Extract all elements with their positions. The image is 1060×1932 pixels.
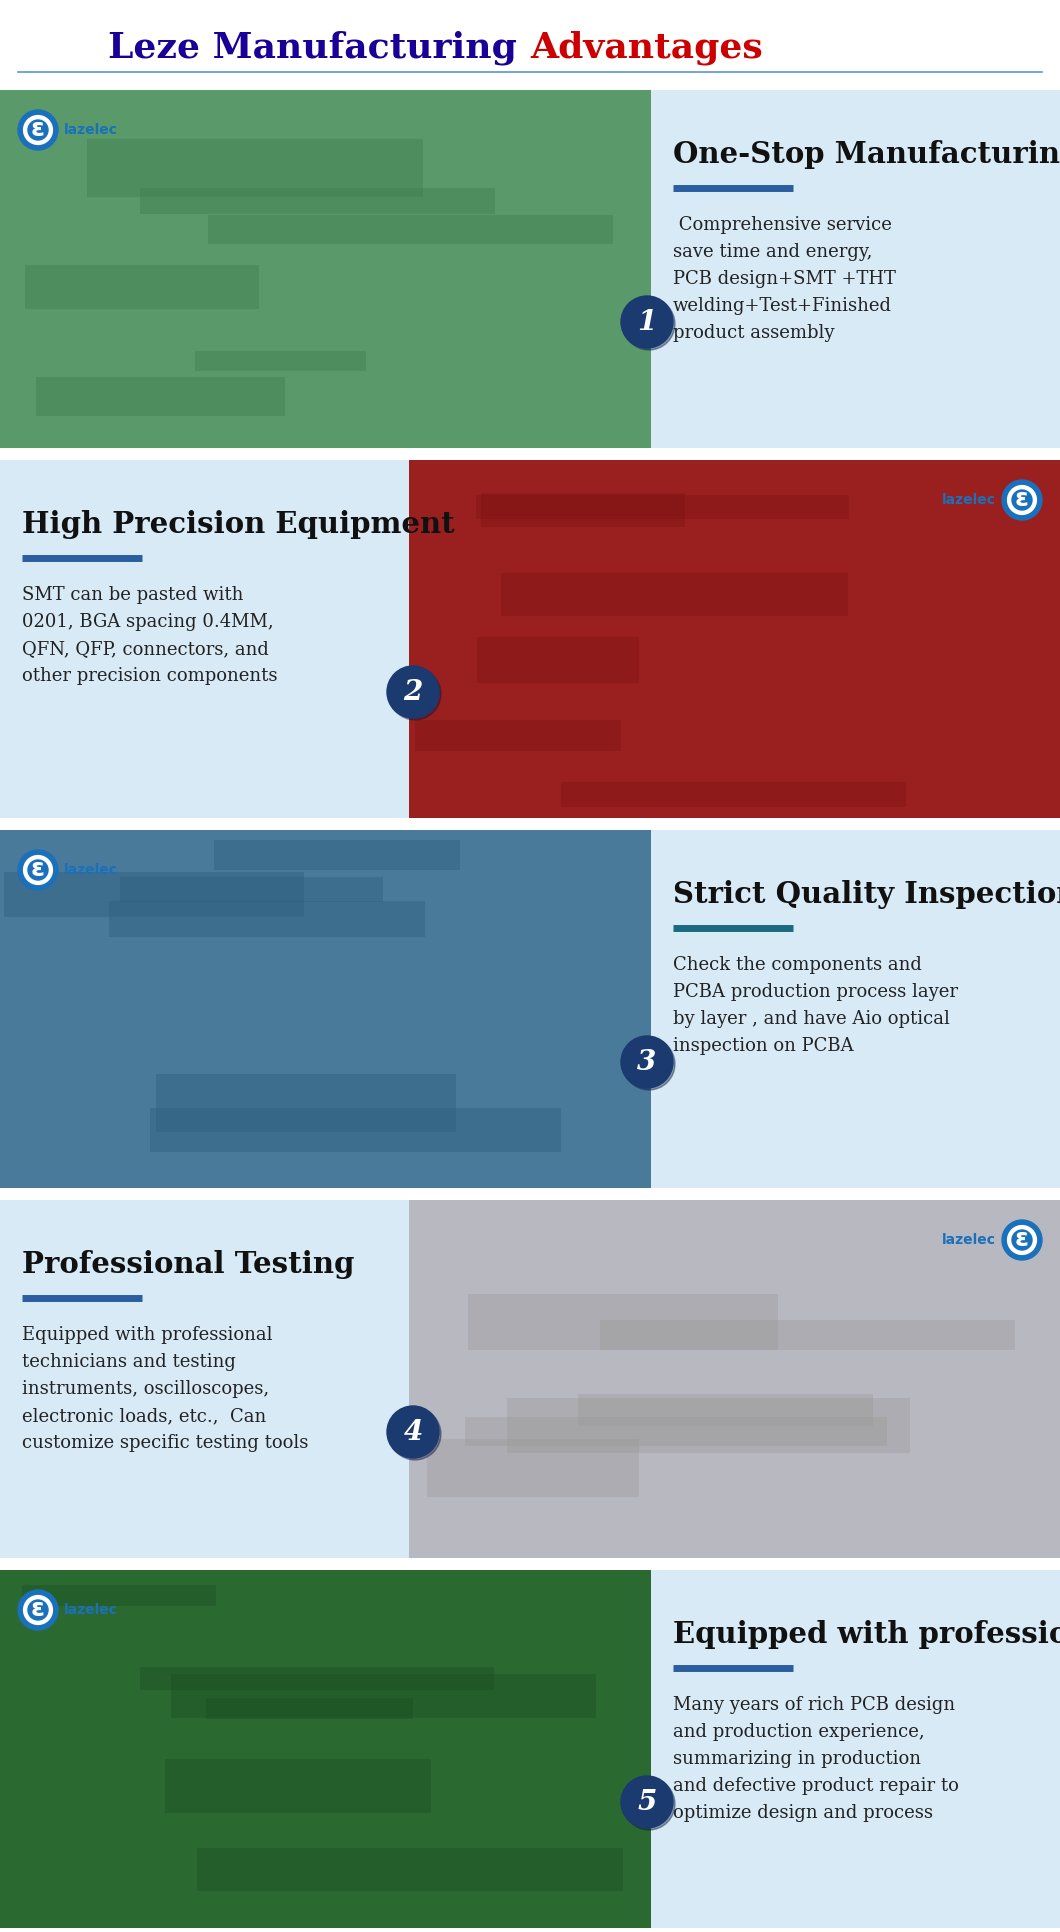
- Bar: [151, 1107, 561, 1151]
- Bar: [195, 352, 366, 371]
- Bar: [171, 1673, 596, 1718]
- Text: SMT can be pasted with
0201, BGA spacing 0.4MM,
QFN, QFP, connectors, and
other : SMT can be pasted with 0201, BGA spacing…: [22, 585, 278, 686]
- Bar: [477, 638, 639, 684]
- Bar: [140, 187, 495, 214]
- Bar: [578, 1395, 873, 1426]
- Bar: [651, 1571, 1060, 1928]
- Text: Equipped with professional
technicians and testing
instruments, oscilloscopes,
e: Equipped with professional technicians a…: [22, 1325, 308, 1453]
- Circle shape: [387, 1406, 439, 1459]
- Text: Many years of rich PCB design
and production experience,
summarizing in producti: Many years of rich PCB design and produc…: [673, 1696, 959, 1822]
- Bar: [427, 1439, 639, 1497]
- Bar: [36, 377, 285, 415]
- Circle shape: [389, 668, 441, 721]
- Bar: [651, 91, 1060, 448]
- Bar: [416, 721, 621, 752]
- Bar: [0, 831, 651, 1188]
- Text: Check the components and
PCBA production process layer
by layer , and have Aio o: Check the components and PCBA production…: [673, 956, 958, 1055]
- Bar: [501, 574, 848, 616]
- Circle shape: [623, 1777, 675, 1830]
- Bar: [4, 871, 304, 918]
- Bar: [0, 91, 651, 448]
- Bar: [0, 1200, 409, 1557]
- Text: 2: 2: [404, 678, 423, 705]
- Circle shape: [1008, 1225, 1037, 1254]
- Text: lazelec: lazelec: [64, 1604, 118, 1617]
- Bar: [156, 1074, 456, 1132]
- Circle shape: [1002, 479, 1042, 520]
- Bar: [507, 1399, 909, 1453]
- Bar: [469, 1294, 778, 1350]
- Bar: [476, 495, 849, 520]
- Circle shape: [1008, 485, 1037, 514]
- Circle shape: [623, 298, 675, 350]
- Text: ε: ε: [1015, 1227, 1029, 1252]
- Circle shape: [18, 850, 58, 891]
- Circle shape: [387, 667, 439, 719]
- Bar: [25, 265, 259, 309]
- Bar: [197, 1849, 623, 1891]
- Bar: [409, 460, 1060, 817]
- Circle shape: [23, 1596, 52, 1625]
- Circle shape: [18, 110, 58, 151]
- Text: Equipped with professional: Equipped with professional: [673, 1621, 1060, 1650]
- Circle shape: [1012, 1231, 1032, 1250]
- Text: Professional Testing: Professional Testing: [22, 1250, 354, 1279]
- Text: ε: ε: [31, 858, 45, 881]
- Bar: [206, 1698, 413, 1719]
- Text: Comprehensive service
save time and energy,
PCB design+SMT +THT
welding+Test+Fin: Comprehensive service save time and ener…: [673, 216, 896, 342]
- Text: ε: ε: [31, 1598, 45, 1621]
- Circle shape: [28, 1600, 48, 1621]
- Text: 5: 5: [637, 1789, 656, 1816]
- Bar: [109, 900, 425, 937]
- Text: 3: 3: [637, 1049, 656, 1076]
- Circle shape: [1012, 491, 1032, 510]
- Circle shape: [621, 296, 673, 348]
- Text: Advantages: Advantages: [530, 31, 763, 66]
- Text: High Precision Equipment: High Precision Equipment: [22, 510, 455, 539]
- Bar: [208, 214, 613, 243]
- Text: lazelec: lazelec: [64, 124, 118, 137]
- Circle shape: [23, 116, 52, 145]
- Circle shape: [23, 856, 52, 885]
- Text: Leze Manufacturing: Leze Manufacturing: [108, 31, 530, 66]
- Circle shape: [389, 1408, 441, 1461]
- Bar: [481, 493, 685, 527]
- Circle shape: [621, 1776, 673, 1828]
- Text: Strict Quality Inspection: Strict Quality Inspection: [673, 879, 1060, 908]
- Text: lazelec: lazelec: [942, 493, 996, 506]
- Bar: [0, 460, 409, 817]
- Bar: [600, 1320, 1015, 1350]
- Circle shape: [28, 120, 48, 139]
- Bar: [651, 831, 1060, 1188]
- Circle shape: [623, 1037, 675, 1090]
- Text: ε: ε: [1015, 487, 1029, 510]
- Text: lazelec: lazelec: [942, 1233, 996, 1246]
- Bar: [140, 1667, 494, 1690]
- Bar: [120, 877, 383, 902]
- Bar: [0, 1571, 651, 1928]
- Bar: [409, 1200, 1060, 1557]
- Text: ε: ε: [31, 118, 45, 141]
- Text: lazelec: lazelec: [64, 864, 118, 877]
- Circle shape: [621, 1036, 673, 1088]
- Circle shape: [1002, 1219, 1042, 1260]
- Text: 1: 1: [637, 309, 656, 336]
- Bar: [165, 1758, 431, 1812]
- Circle shape: [28, 860, 48, 879]
- Bar: [214, 840, 460, 869]
- Bar: [22, 1584, 216, 1605]
- Bar: [465, 1416, 887, 1445]
- Circle shape: [18, 1590, 58, 1631]
- Bar: [561, 782, 906, 808]
- Bar: [87, 139, 423, 197]
- Text: One-Stop Manufacturing: One-Stop Manufacturing: [673, 139, 1060, 168]
- Text: 4: 4: [404, 1418, 423, 1445]
